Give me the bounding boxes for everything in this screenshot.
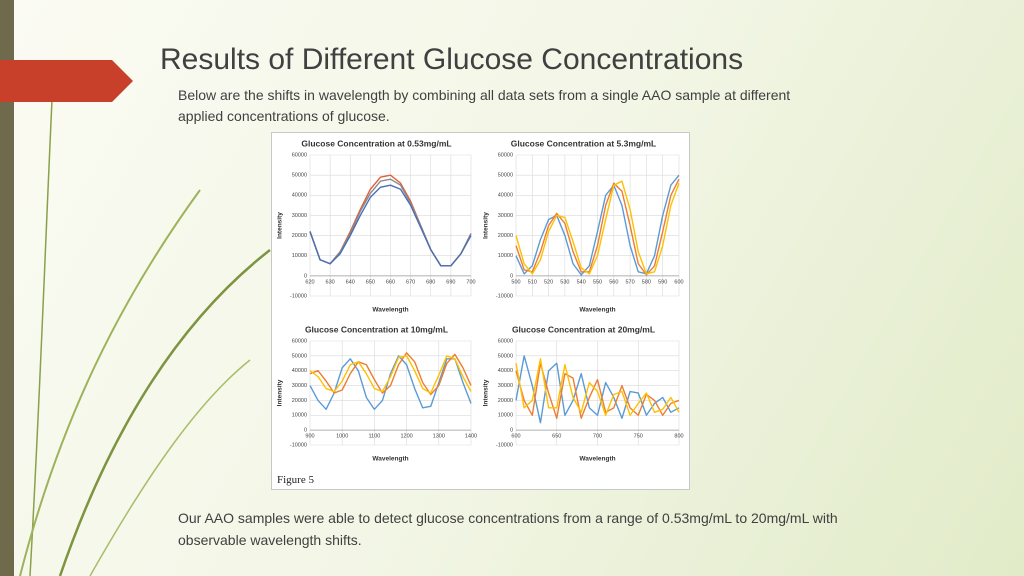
y-tick-label: 60000 [292, 152, 307, 158]
x-tick-label: 650 [366, 279, 375, 285]
y-tick-label: 50000 [292, 173, 307, 179]
x-tick-label: 570 [626, 279, 635, 285]
x-axis-label: Wavelength [579, 307, 615, 314]
conclusion: Our AAO samples were able to detect gluc… [178, 510, 838, 548]
y-axis-label: Intensity [277, 379, 284, 406]
y-axis-label: Intensity [483, 379, 490, 406]
y-axis-label: Intensity [277, 212, 284, 239]
y-tick-label: -10000 [496, 293, 513, 299]
swoosh [29, 99, 53, 576]
x-axis-label: Wavelength [372, 456, 408, 463]
x-tick-label: 540 [577, 279, 586, 285]
y-tick-label: 30000 [292, 383, 307, 389]
y-axis-label: Intensity [483, 212, 490, 239]
x-tick-label: 700 [593, 434, 602, 440]
x-tick-label: 1400 [465, 434, 477, 440]
x-tick-label: 600 [674, 279, 683, 285]
x-tick-label: 680 [426, 279, 435, 285]
x-tick-label: 750 [634, 434, 643, 440]
y-tick-label: 40000 [292, 368, 307, 374]
x-tick-label: 550 [593, 279, 602, 285]
y-tick-label: 60000 [498, 338, 513, 344]
y-tick-label: 30000 [498, 213, 513, 219]
series-line [309, 355, 472, 394]
y-tick-label: -10000 [290, 293, 307, 299]
x-tick-label: 1000 [336, 434, 348, 440]
y-tick-label: 0 [304, 428, 307, 434]
y-tick-label: 50000 [498, 173, 513, 179]
x-tick-label: 900 [305, 434, 314, 440]
chart-title: Glucose Concentration at 20mg/mL [512, 324, 655, 334]
x-tick-label: 500 [511, 279, 520, 285]
swoosh [58, 249, 271, 576]
y-tick-label: -10000 [290, 442, 307, 448]
y-tick-label: 0 [510, 273, 513, 279]
y-tick-label: 20000 [292, 233, 307, 239]
x-tick-label: 560 [609, 279, 618, 285]
x-tick-label: 660 [386, 279, 395, 285]
series-line [515, 178, 680, 276]
y-tick-label: 30000 [498, 383, 513, 389]
x-tick-label: 700 [466, 279, 475, 285]
figure-label: Figure 5 [277, 474, 314, 486]
figure: Glucose Concentration at 0.53mg/mL -10000… [271, 132, 690, 490]
x-tick-label: 530 [560, 279, 569, 285]
series-line [309, 352, 472, 396]
y-tick-label: 0 [304, 273, 307, 279]
y-tick-label: 50000 [292, 353, 307, 359]
y-tick-label: 10000 [498, 253, 513, 259]
y-tick-label: 20000 [498, 398, 513, 404]
series-line [515, 174, 680, 276]
chart-title: Glucose Concentration at 10mg/mL [305, 324, 448, 334]
x-tick-label: 600 [511, 434, 520, 440]
swoosh [89, 359, 251, 576]
y-tick-label: 10000 [498, 413, 513, 419]
y-tick-label: 10000 [292, 413, 307, 419]
slide-subtitle: Below are the shifts in wavelength by co… [178, 87, 791, 124]
x-tick-label: 670 [406, 279, 415, 285]
x-tick-label: 520 [544, 279, 553, 285]
title-arrow [0, 60, 133, 102]
y-tick-label: 0 [510, 428, 513, 434]
x-tick-label: 690 [446, 279, 455, 285]
chart-title: Glucose Concentration at 0.53mg/mL [301, 138, 451, 148]
y-tick-label: 50000 [498, 353, 513, 359]
x-axis-label: Wavelength [579, 456, 615, 463]
x-tick-label: 1200 [400, 434, 412, 440]
swoosh [19, 189, 201, 576]
y-tick-label: 60000 [498, 152, 513, 158]
x-axis-label: Wavelength [372, 307, 408, 314]
x-tick-label: 800 [674, 434, 683, 440]
y-tick-label: 40000 [498, 368, 513, 374]
y-tick-label: 30000 [292, 213, 307, 219]
y-tick-label: 10000 [292, 253, 307, 259]
y-tick-label: -10000 [496, 442, 513, 448]
series-line [309, 355, 472, 411]
x-tick-label: 630 [326, 279, 335, 285]
y-tick-label: 20000 [498, 233, 513, 239]
y-tick-label: 40000 [292, 193, 307, 199]
x-tick-label: 510 [528, 279, 537, 285]
x-tick-label: 1300 [433, 434, 445, 440]
slide-title: Results of Different Glucose Concentrati… [160, 43, 744, 76]
charts: Glucose Concentration at 0.53mg/mL -10000… [277, 138, 684, 463]
chart-title: Glucose Concentration at 5.3mg/mL [511, 138, 656, 148]
series-line [515, 358, 680, 416]
x-tick-label: 650 [552, 434, 561, 440]
x-tick-label: 1100 [368, 434, 380, 440]
x-tick-label: 590 [658, 279, 667, 285]
y-tick-label: 20000 [292, 398, 307, 404]
x-tick-label: 640 [346, 279, 355, 285]
x-tick-label: 620 [305, 279, 314, 285]
y-tick-label: 40000 [498, 193, 513, 199]
x-tick-label: 580 [642, 279, 651, 285]
side-bar [0, 0, 14, 576]
series-line [309, 184, 472, 267]
y-tick-label: 60000 [292, 338, 307, 344]
series-line [515, 180, 680, 275]
